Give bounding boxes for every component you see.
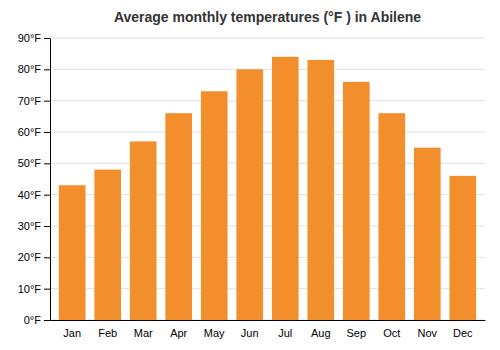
y-tick-label: 20°F [18,251,42,263]
grid [50,38,485,320]
y-tick: 40°F [18,189,50,201]
x-tick: Nov [418,327,438,339]
y-tick: 80°F [18,63,50,75]
x-tick-label: Nov [418,327,438,339]
x-tick: May [204,327,225,339]
x-tick-label: Jul [278,327,292,339]
y-tick-label: 60°F [18,126,42,138]
bar [414,148,441,320]
y-tick: 90°F [18,32,50,44]
bar [378,113,405,320]
bar [59,185,86,320]
x-tick: Oct [383,327,400,339]
y-tick-mark [44,257,50,258]
x-tick-label: Dec [453,327,473,339]
y-tick: 0°F [24,314,50,326]
y-tick-mark [44,38,50,39]
x-axis-line [51,320,486,321]
x-tick: Jul [278,327,292,339]
y-tick: 50°F [18,157,50,169]
y-tick-label: 10°F [18,283,42,295]
x-tick: Feb [98,327,117,339]
x-tick-label: Jun [241,327,259,339]
y-tick: 20°F [18,251,50,263]
x-tick-label: Jan [63,327,81,339]
x-tick-label: Aug [311,327,331,339]
chart: Jan Feb Mar Apr May Jun Jul Aug Sep Oct Nov Dec 0°F 1… [0,0,500,350]
x-tick: Mar [134,327,153,339]
bar [343,82,370,320]
y-tick-label: 40°F [18,189,42,201]
y-tick: 60°F [18,126,50,138]
bar [449,176,476,320]
y-tick-mark [44,195,50,196]
y-tick-mark [44,289,50,290]
y-tick: 30°F [18,220,50,232]
y-tick-mark [44,226,50,227]
x-axis: Jan Feb Mar Apr May Jun Jul Aug Sep Oct Nov Dec [51,321,486,339]
grid-line [50,69,485,70]
bar [272,57,299,320]
y-tick-label: 30°F [18,220,42,232]
x-tick-label: Mar [134,327,153,339]
x-tick-label: May [204,327,225,339]
bar [201,91,228,320]
y-tick-label: 50°F [18,157,42,169]
x-tick: Aug [311,327,331,339]
grid-line [50,132,485,133]
plot-area [59,57,476,320]
y-tick-label: 0°F [24,314,42,326]
x-tick: Jun [241,327,259,339]
y-tick: 70°F [18,95,50,107]
title: Average monthly temperatures (°F ) in Ab… [114,9,421,25]
grid-line [50,100,485,101]
bar [130,141,157,320]
y-tick-mark [44,320,50,321]
bar [165,113,192,320]
x-tick-label: Oct [383,327,400,339]
y-tick: 10°F [18,283,50,295]
x-tick-label: Apr [170,327,187,339]
grid-line [50,38,485,39]
y-tick-mark [44,132,50,133]
x-tick-label: Feb [98,327,117,339]
x-tick: Dec [453,327,473,339]
y-tick-label: 90°F [18,32,42,44]
y-tick-mark [44,69,50,70]
x-tick-label: Sep [346,327,366,339]
bar [307,60,334,320]
x-tick: Jan [63,327,81,339]
bar [236,69,263,320]
y-tick-mark [44,163,50,164]
x-tick: Apr [170,327,187,339]
y-tick-label: 80°F [18,63,42,75]
y-tick-label: 70°F [18,95,42,107]
y-axis-line [50,39,51,321]
bar [94,170,121,320]
x-tick: Sep [346,327,366,339]
y-tick-mark [44,101,50,102]
y-axis: 0°F 10°F 20°F 30°F 40°F 50°F 60°F 70°F 80°F 90°F [18,32,51,326]
